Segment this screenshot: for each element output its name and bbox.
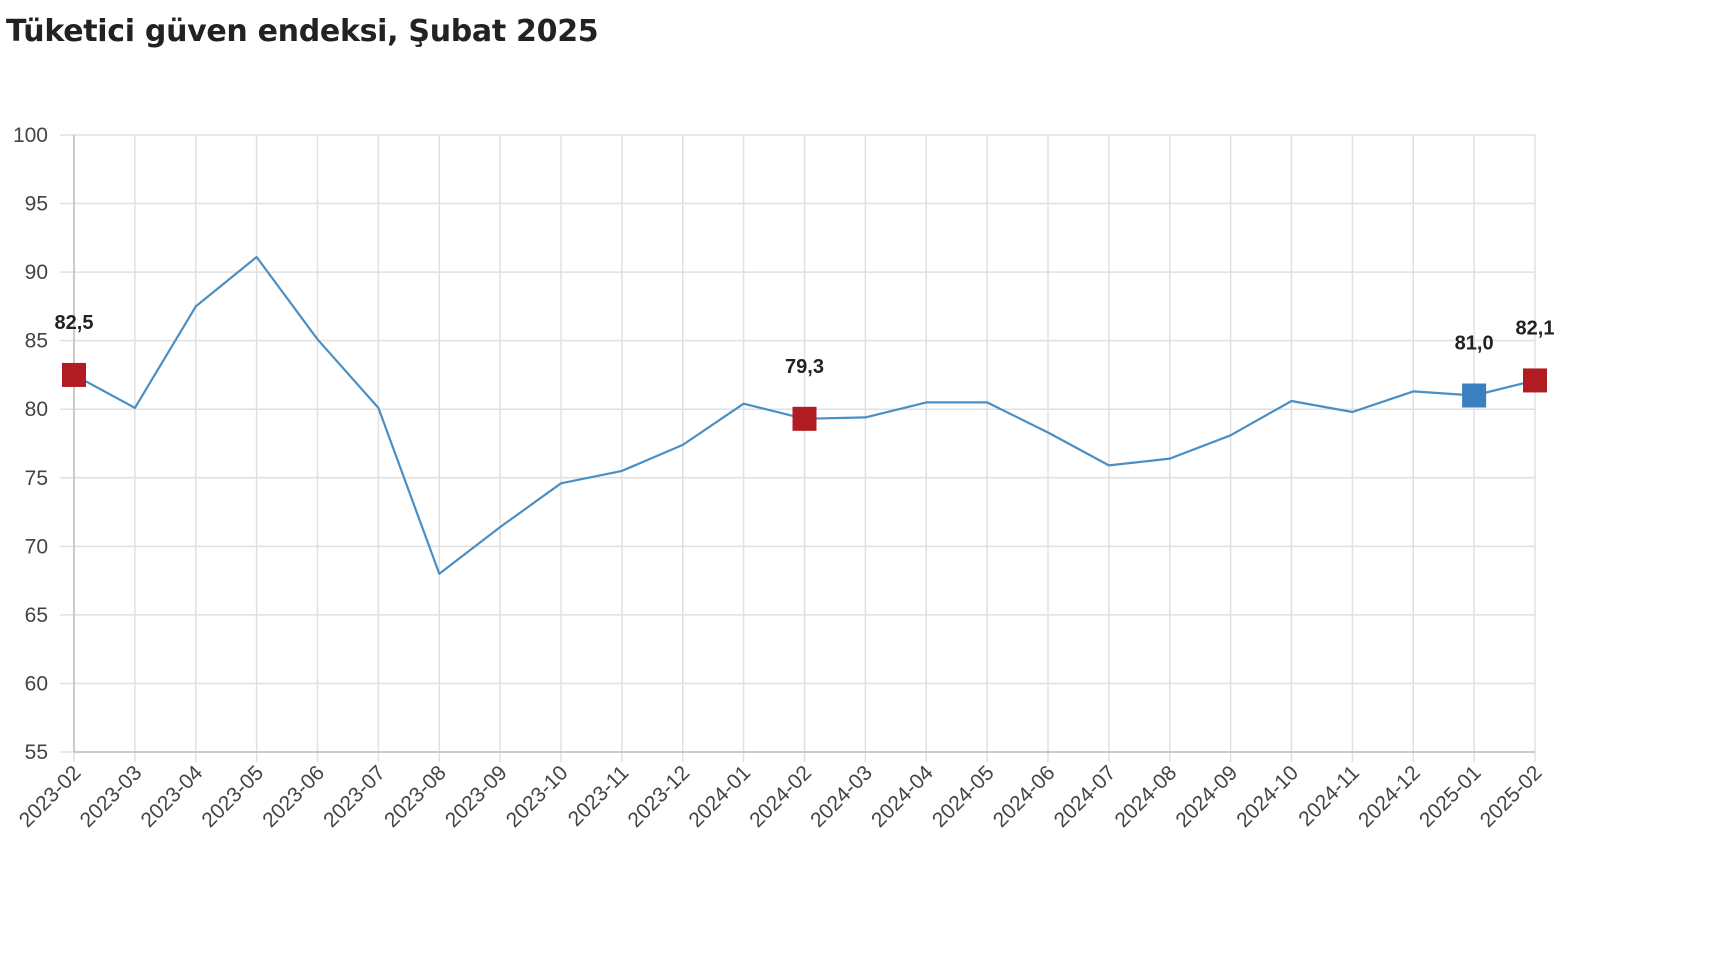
x-tick-label: 2024-08 bbox=[1111, 761, 1182, 832]
y-tick-label: 65 bbox=[25, 604, 48, 627]
data-label: 79,3 bbox=[785, 356, 824, 378]
x-tick-label: 2023-07 bbox=[319, 761, 390, 832]
x-tick-label: 2025-02 bbox=[1476, 761, 1547, 832]
data-label: 82,5 bbox=[55, 312, 94, 334]
x-tick-label: 2023-08 bbox=[380, 761, 451, 832]
x-tick-label: 2024-09 bbox=[1171, 761, 1242, 832]
data-label: 82,1 bbox=[1516, 317, 1555, 339]
axes bbox=[73, 135, 1535, 753]
x-tick-labels: 2023-022023-032023-042023-052023-062023-… bbox=[15, 761, 1547, 832]
y-tick-label: 55 bbox=[25, 741, 48, 764]
data-point-marker bbox=[62, 362, 86, 387]
y-tick-label: 75 bbox=[25, 467, 48, 490]
highlight-markers bbox=[62, 362, 1547, 431]
x-tick-label: 2023-10 bbox=[502, 761, 573, 832]
y-tick-labels: 55 60 65 70 75 80 85 90 95 100 bbox=[13, 124, 48, 764]
x-tick-label: 2023-12 bbox=[624, 761, 695, 832]
x-tick-label: 2024-01 bbox=[684, 761, 755, 832]
x-tick-label: 2024-03 bbox=[806, 761, 877, 832]
x-tick-label: 2023-03 bbox=[76, 761, 147, 832]
y-tick-label: 95 bbox=[25, 193, 48, 216]
data-point-marker bbox=[1462, 383, 1487, 408]
data-labels: 82,5 79,3 81,0 82,1 bbox=[55, 312, 1555, 378]
x-tick-label: 2024-11 bbox=[1294, 761, 1364, 831]
y-tick-label: 100 bbox=[13, 124, 48, 147]
x-tick-label: 2024-10 bbox=[1232, 761, 1303, 832]
data-point-marker bbox=[792, 406, 817, 431]
y-tick-label: 85 bbox=[25, 330, 48, 353]
chart-title: Tüketici güven endeksi, Şubat 2025 bbox=[6, 14, 599, 49]
x-tick-label: 2025-01 bbox=[1415, 761, 1486, 832]
data-point-marker bbox=[1523, 368, 1547, 393]
x-tick-label: 2024-04 bbox=[867, 761, 938, 832]
y-tick-label: 90 bbox=[25, 261, 48, 284]
x-tick-label: 2024-05 bbox=[928, 761, 999, 832]
x-tick-label: 2023-09 bbox=[441, 761, 512, 832]
x-tick-label: 2023-06 bbox=[258, 761, 329, 832]
y-tick-label: 80 bbox=[25, 398, 48, 421]
data-label: 81,0 bbox=[1455, 333, 1494, 355]
x-tick-label: 2023-11 bbox=[564, 761, 634, 831]
x-tick-label: 2023-05 bbox=[197, 761, 268, 832]
y-tick-label: 70 bbox=[25, 535, 48, 558]
x-tick-label: 2023-02 bbox=[15, 761, 86, 832]
x-tick-label: 2024-07 bbox=[1050, 761, 1121, 832]
x-tick-label: 2023-04 bbox=[137, 761, 208, 832]
x-tick-label: 2024-02 bbox=[745, 761, 816, 832]
y-tick-label: 60 bbox=[25, 672, 48, 695]
x-tick-label: 2024-06 bbox=[989, 761, 1060, 832]
x-tick-label: 2024-12 bbox=[1354, 761, 1425, 832]
gridlines bbox=[60, 134, 1536, 762]
